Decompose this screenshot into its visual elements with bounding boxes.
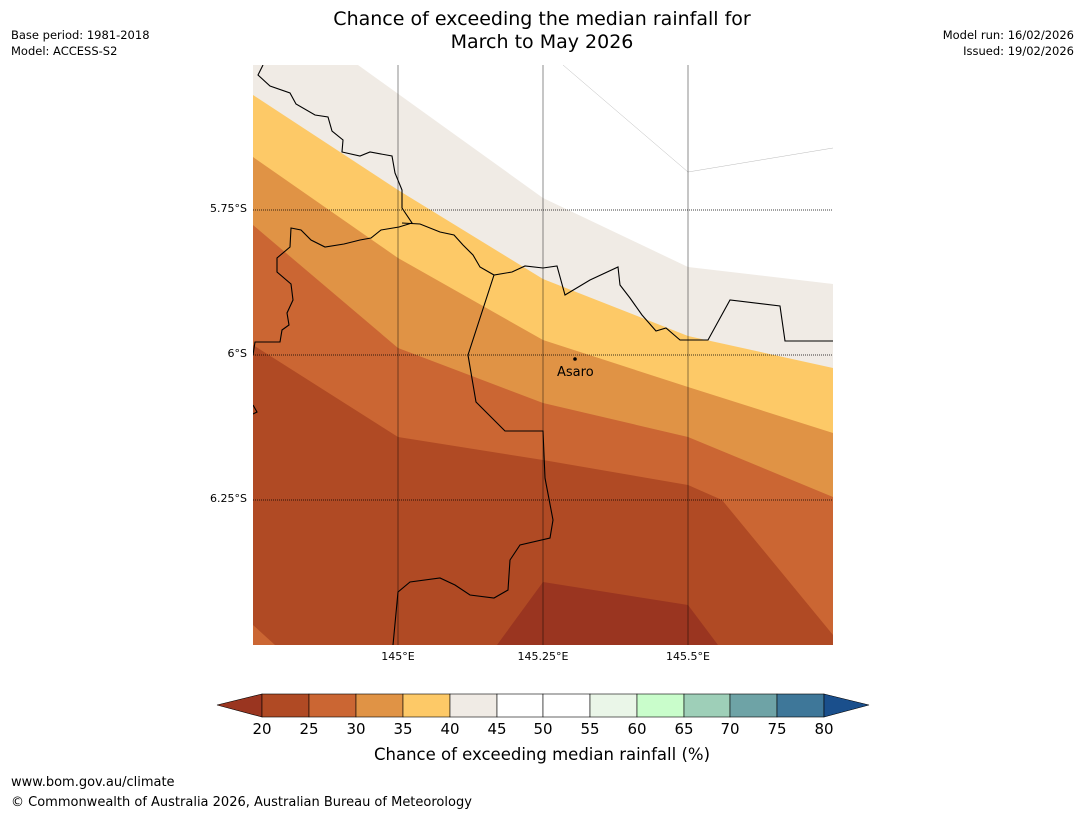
map-area: [253, 65, 833, 645]
colorbar-bin-30-35: [355, 693, 404, 718]
band-45-55: [358, 65, 833, 284]
model-run: Model run: 16/02/2026: [942, 28, 1074, 42]
colorbar-bin-65-70: [683, 693, 731, 718]
footer-url[interactable]: www.bom.gov.au/climate: [11, 775, 175, 790]
colorbar-bin-40-45: [449, 693, 498, 718]
colorbar-bin-20-25: [261, 693, 310, 718]
colorbar-extend-low: [216, 693, 263, 718]
colorbar-bin-25-30: [308, 693, 357, 718]
title-line-2: March to May 2026: [450, 31, 634, 53]
colorbar-tick: 60: [627, 720, 647, 738]
colorbar-tick: 35: [393, 720, 413, 738]
title-line-1: Chance of exceeding the median rainfall …: [333, 8, 751, 30]
colorbar-bin-60-65: [636, 693, 685, 718]
lat-label-6-25: 6.25°S: [210, 492, 247, 505]
coastline: [253, 65, 413, 356]
lat-label-6: 6°S: [227, 347, 247, 360]
colorbar-tick: 20: [252, 720, 272, 738]
model-name: Model: ACCESS-S2: [11, 44, 118, 58]
faint-contour: [562, 65, 833, 173]
colorbar-bin-35-40: [402, 693, 451, 718]
colorbar-tick: 40: [440, 720, 460, 738]
colorbar-tick: 65: [674, 720, 694, 738]
colorbar: [216, 693, 870, 718]
coastline-east: [401, 222, 833, 342]
issued-date: Issued: 19/02/2026: [963, 44, 1074, 58]
coastline-left-fragment: [253, 404, 258, 415]
colorbar-tick: 30: [346, 720, 366, 738]
map-title: Chance of exceeding the median rainfall …: [292, 8, 792, 54]
meta-right: Model run: 16/02/2026 Issued: 19/02/2026: [943, 27, 1074, 59]
colorbar-tick: 55: [580, 720, 600, 738]
colorbar-bin-50-55: [542, 693, 591, 718]
colorbar-bin-55-60: [589, 693, 638, 718]
colorbar-bin-70-75: [729, 693, 778, 718]
colorbar-bin-45-50: [496, 693, 544, 718]
lat-label-5-75: 5.75°S: [210, 202, 247, 215]
meta-left: Base period: 1981-2018 Model: ACCESS-S2: [11, 27, 150, 59]
colorbar-tick: 70: [720, 720, 740, 738]
colorbar-title: Chance of exceeding median rainfall (%): [373, 745, 711, 764]
colorbar-tick: 45: [487, 720, 507, 738]
place-label-asaro: Asaro: [557, 365, 594, 380]
colorbar-tick: 50: [533, 720, 553, 738]
border-line: [392, 274, 554, 645]
colorbar-tick: 25: [299, 720, 319, 738]
colorbar-tick: 75: [767, 720, 787, 738]
colorbar-extend-high: [823, 693, 870, 718]
base-period: Base period: 1981-2018: [11, 28, 150, 42]
colorbar-tick: 80: [814, 720, 834, 738]
colorbar-bin-75-80: [776, 693, 825, 718]
lon-label-145-25: 145.25°E: [517, 650, 569, 663]
lon-label-145: 145°E: [381, 650, 415, 663]
lon-label-145-5: 145.5°E: [666, 650, 710, 663]
asaro-marker: [573, 357, 577, 361]
footer-copyright: © Commonwealth of Australia 2026, Austra…: [11, 795, 472, 810]
